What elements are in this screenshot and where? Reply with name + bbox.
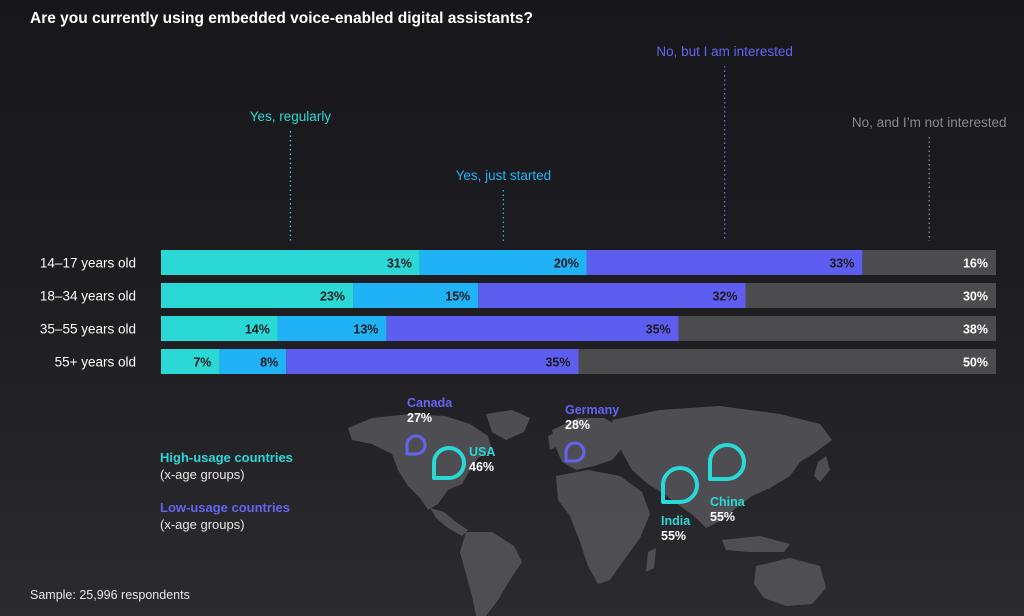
data-label-yes-regularly-14-17-years-old: 31% [387,257,412,271]
category-label-55-years-old: 55+ years old [55,355,136,370]
data-label-no-but-i-am-interested-35-55-years-old: 35% [646,323,671,337]
series-annotation-no-and-i-m-not-interested: No, and I’m not interested [852,115,1007,130]
map-pin-usa-icon [432,446,466,480]
bar-no-but-i-am-interested-18-34-years-old [478,283,746,308]
sample-footnote: Sample: 25,996 respondents [30,588,190,602]
country-label-china: China 55% [710,495,745,525]
data-label-no-but-i-am-interested-14-17-years-old: 33% [829,257,854,271]
map-north-america [348,414,492,510]
map-south-america [460,532,522,616]
data-label-yes-regularly-18-34-years-old: 23% [320,290,345,304]
country-value-canada: 27% [407,411,433,425]
country-name-canada: Canada [407,396,453,410]
country-value-usa: 46% [469,460,495,474]
bar-yes-just-started-35-55-years-old [277,316,387,341]
map-madagascar [646,548,656,572]
bar-yes-just-started-14-17-years-old [419,250,587,275]
country-name-india: India [661,514,691,528]
map-pin-germany-icon [564,441,586,463]
category-label-14-17-years-old: 14–17 years old [40,256,136,271]
category-label-35-55-years-old: 35–55 years old [40,322,136,337]
map-asia [612,406,832,528]
data-label-no-but-i-am-interested-55-years-old: 35% [545,356,570,370]
country-value-china: 55% [710,510,736,524]
chart-title: Are you currently using embedded voice-e… [30,10,534,27]
map-uk [548,432,558,450]
map-pin-india-icon [661,466,699,504]
map-pin-canada-icon [405,434,427,456]
data-label-yes-just-started-55-years-old: 8% [260,356,278,370]
bar-no-and-i-m-not-interested-55-years-old [578,349,996,374]
legend-low-usage: Low-usage countries (x-age groups) [160,499,290,533]
bar-yes-regularly-14-17-years-old [161,250,420,275]
bar-no-and-i-m-not-interested-35-55-years-old [678,316,996,341]
map-australia [754,558,826,606]
data-label-no-and-i-m-not-interested-14-17-years-old: 16% [963,257,988,271]
bar-no-and-i-m-not-interested-18-34-years-old [745,283,996,308]
data-label-no-and-i-m-not-interested-55-years-old: 50% [963,356,988,370]
data-label-yes-just-started-18-34-years-old: 15% [445,290,470,304]
bar-yes-just-started-18-34-years-old [353,283,479,308]
bar-no-but-i-am-interested-55-years-old [286,349,579,374]
country-label-usa: USA 46% [469,445,495,475]
legend-low-title: Low-usage countries [160,500,291,515]
data-label-yes-regularly-55-years-old: 7% [193,356,211,370]
data-label-yes-just-started-14-17-years-old: 20% [554,257,579,271]
country-value-india: 55% [661,529,687,543]
legend-high-usage: High-usage countries (x-age groups) [160,449,293,483]
map-europe [552,418,624,470]
legend-low-sub: (x-age groups) [160,517,245,532]
series-annotation-yes-regularly: Yes, regularly [250,109,332,124]
country-name-china: China [710,495,745,509]
data-label-yes-regularly-35-55-years-old: 14% [245,323,270,337]
country-name-usa: USA [469,445,496,459]
country-label-canada: Canada 27% [407,396,452,426]
country-label-germany: Germany 28% [565,403,619,433]
legend-high-title: High-usage countries [160,450,293,465]
data-label-yes-just-started-35-55-years-old: 13% [353,323,378,337]
bar-no-but-i-am-interested-35-55-years-old [386,316,679,341]
data-label-no-but-i-am-interested-18-34-years-old: 32% [712,290,737,304]
series-annotation-no-but-i-am-interested: No, but I am interested [656,44,793,59]
category-label-18-34-years-old: 18–34 years old [40,289,136,304]
map-greenland [486,410,530,440]
country-label-india: India 55% [661,514,690,544]
map-africa [556,470,650,584]
bar-yes-regularly-55-years-old [161,349,220,374]
country-value-germany: 28% [565,418,591,432]
country-name-germany: Germany [565,403,620,417]
bar-yes-regularly-35-55-years-old [161,316,278,341]
data-label-no-and-i-m-not-interested-35-55-years-old: 38% [963,323,988,337]
legend-high-sub: (x-age groups) [160,467,245,482]
bar-no-and-i-m-not-interested-14-17-years-old [862,250,996,275]
data-label-no-and-i-m-not-interested-18-34-years-old: 30% [963,290,988,304]
bar-no-but-i-am-interested-14-17-years-old [586,250,863,275]
map-central-america [430,508,468,536]
bar-yes-regularly-18-34-years-old [161,283,354,308]
map-japan [814,456,830,482]
map-pin-china-icon [708,443,746,481]
series-annotation-yes-just-started: Yes, just started [456,168,552,183]
map-indonesia [722,536,790,552]
bar-yes-just-started-55-years-old [219,349,287,374]
